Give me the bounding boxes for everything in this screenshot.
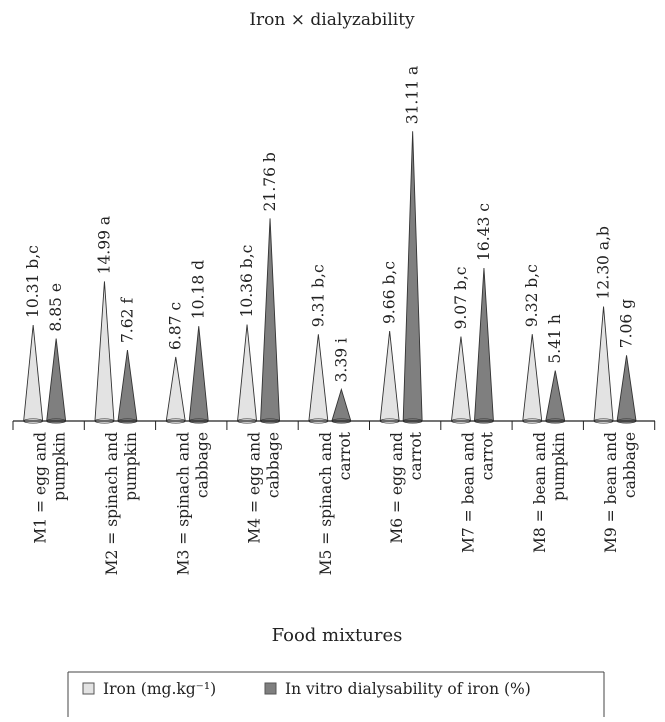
data-label-iron-m7: 9.07 b,c	[452, 267, 470, 330]
data-label-dialysability-m1: 8.85 e	[47, 283, 65, 332]
bar-dialysability-m2	[117, 349, 138, 422]
category-label-line: carrot	[336, 431, 354, 480]
category-label-m6: M6 = egg andcarrot	[388, 431, 425, 543]
category-label-line: M8 = bean and	[531, 432, 549, 553]
bar-dialysability-m5	[331, 387, 352, 422]
legend-swatch-dialysability	[264, 682, 277, 695]
category-label-m1: M1 = egg andpumpkin	[32, 432, 69, 544]
category-label-line: M9 = bean and	[602, 432, 620, 553]
bar-dialysability-m6	[402, 131, 423, 422]
category-label-m2: M2 = spinach andpumpkin	[103, 432, 140, 575]
category-label-m3: M3 = spinach andcabbage	[174, 432, 211, 575]
bar-dialysability-m3	[188, 326, 209, 422]
bars-group: 10.31 b,c 8.85 e 14.99 a 7.62 f 6.87 c 10.18 …	[23, 66, 637, 424]
bar-dialysability-m1	[46, 338, 67, 422]
bar-dialysability-m9	[616, 355, 637, 422]
category-label-line: cabbage	[265, 432, 283, 498]
category-label-line: M4 = egg and	[246, 432, 264, 544]
data-label-iron-m9: 12.30 a,b	[595, 226, 613, 299]
bar-iron-m8	[522, 334, 543, 422]
category-label-m4: M4 = egg andcabbage	[246, 432, 283, 544]
bar-iron-m2	[94, 281, 115, 422]
legend-label-iron: Iron (mg.kg⁻¹)	[103, 680, 216, 698]
category-label-line: cabbage	[621, 432, 639, 498]
bar-dialysability-m8	[545, 370, 566, 422]
bar-iron-m9	[593, 306, 614, 422]
data-label-dialysability-m2: 7.62 f	[118, 297, 136, 343]
data-label-dialysability-m3: 10.18 d	[190, 260, 208, 319]
bar-iron-m1	[23, 324, 44, 422]
data-label-iron-m2: 14.99 a	[95, 216, 113, 275]
category-label-line: cabbage	[193, 432, 211, 498]
data-label-iron-m3: 6.87 c	[167, 302, 185, 350]
category-label-m5: M5 = spinach andcarrot	[317, 431, 354, 575]
legend-swatch-iron	[82, 682, 95, 695]
data-label-iron-m8: 9.32 b,c	[523, 264, 541, 327]
category-label-m8: M8 = bean andpumpkin	[531, 432, 568, 553]
bar-iron-m4	[237, 324, 258, 422]
data-label-dialysability-m9: 7.06 g	[618, 299, 636, 348]
bar-dialysability-m7	[473, 267, 494, 422]
data-label-iron-m5: 9.31 b,c	[309, 264, 327, 327]
category-label-line: pumpkin	[122, 432, 140, 501]
data-label-dialysability-m6: 31.11 a	[404, 66, 422, 125]
data-label-dialysability-m4: 21.76 b	[261, 152, 279, 211]
category-labels-group: M1 = egg andpumpkin M2 = spinach andpumpk…	[32, 431, 639, 575]
chart-title: Iron × dialyzability	[249, 10, 415, 30]
legend-label-dialysability: In vitro dialysability of iron (%)	[285, 680, 531, 698]
category-label-line: pumpkin	[550, 432, 568, 501]
data-label-iron-m6: 9.66 b,c	[381, 261, 399, 324]
category-label-line: M2 = spinach and	[103, 432, 121, 575]
category-label-line: M3 = spinach and	[174, 432, 192, 575]
x-axis-label: Food mixtures	[272, 625, 403, 646]
bar-iron-m3	[165, 356, 186, 422]
data-label-dialysability-m7: 16.43 c	[475, 203, 493, 261]
category-label-m7: M7 = bean andcarrot	[459, 431, 496, 553]
bar-dialysability-m4	[260, 218, 281, 422]
category-label-line: M7 = bean and	[459, 432, 477, 553]
data-label-dialysability-m8: 5.41 h	[546, 314, 564, 363]
bar-iron-m6	[379, 330, 400, 422]
category-label-line: pumpkin	[51, 432, 69, 501]
category-label-m9: M9 = bean andcabbage	[602, 432, 639, 553]
bar-iron-m7	[450, 336, 471, 422]
category-label-line: carrot	[407, 431, 425, 480]
data-label-iron-m4: 10.36 b,c	[238, 245, 256, 318]
legend: Iron (mg.kg⁻¹) In vitro dialysability of…	[67, 671, 605, 717]
category-label-line: M1 = egg and	[32, 432, 50, 544]
bar-iron-m5	[308, 334, 329, 422]
data-label-iron-m1: 10.31 b,c	[24, 245, 42, 318]
data-label-dialysability-m5: 3.39 i	[332, 338, 350, 382]
x-ticks-group	[12, 421, 656, 430]
category-label-line: carrot	[478, 431, 496, 480]
category-label-line: M5 = spinach and	[317, 432, 335, 575]
category-label-line: M6 = egg and	[388, 432, 406, 544]
